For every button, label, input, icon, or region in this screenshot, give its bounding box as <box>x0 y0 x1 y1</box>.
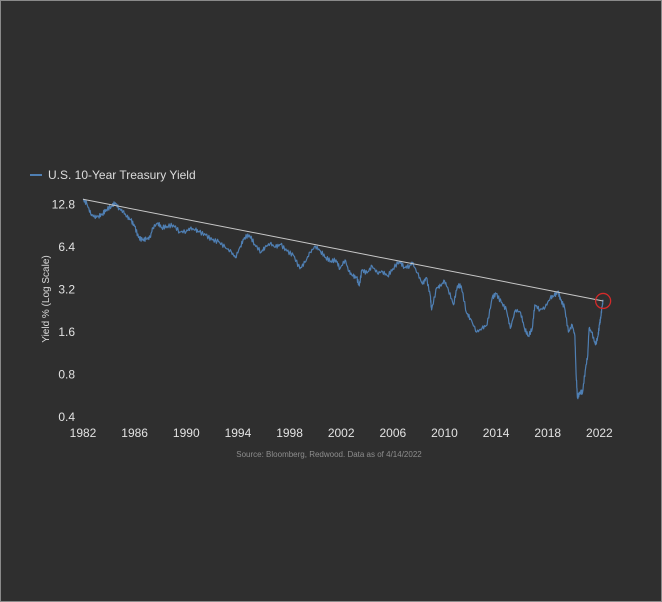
legend: U.S. 10-Year Treasury Yield <box>30 168 196 182</box>
x-tick-label: 2006 <box>379 426 406 440</box>
x-tick-label: 2022 <box>586 426 613 440</box>
y-tick-label: 1.6 <box>58 325 75 339</box>
x-tick-labels: 1982 1986 1990 1994 1998 2002 2006 2010 2014 2018… <box>70 426 613 440</box>
y-axis-label: Yield % (Log Scale) <box>41 255 52 342</box>
highlight-circle <box>594 292 612 310</box>
legend-label: U.S. 10-Year Treasury Yield <box>48 168 196 182</box>
x-tick-label: 1986 <box>121 426 148 440</box>
x-tick-label: 2010 <box>431 426 458 440</box>
y-tick-labels: 12.8 6.4 3.2 1.6 0.8 0.4 <box>52 198 76 424</box>
y-tick-label: 6.4 <box>58 240 75 254</box>
series-line-us-10-year-treasury-yield <box>82 198 604 400</box>
x-tick-label: 1982 <box>70 426 97 440</box>
x-tick-label: 2018 <box>534 426 561 440</box>
source-note: Source: Bloomberg, Redwood. Data as of 4… <box>236 450 422 459</box>
y-tick-label: 0.4 <box>58 410 75 424</box>
x-tick-label: 1998 <box>276 426 303 440</box>
trend-line <box>82 198 604 302</box>
y-tick-label: 0.8 <box>58 368 75 382</box>
x-tick-label: 1990 <box>173 426 200 440</box>
x-tick-label: 2014 <box>483 426 510 440</box>
x-tick-label: 1994 <box>225 426 252 440</box>
y-tick-label: 3.2 <box>58 283 75 297</box>
y-tick-label: 12.8 <box>52 198 76 212</box>
x-tick-label: 2002 <box>328 426 355 440</box>
